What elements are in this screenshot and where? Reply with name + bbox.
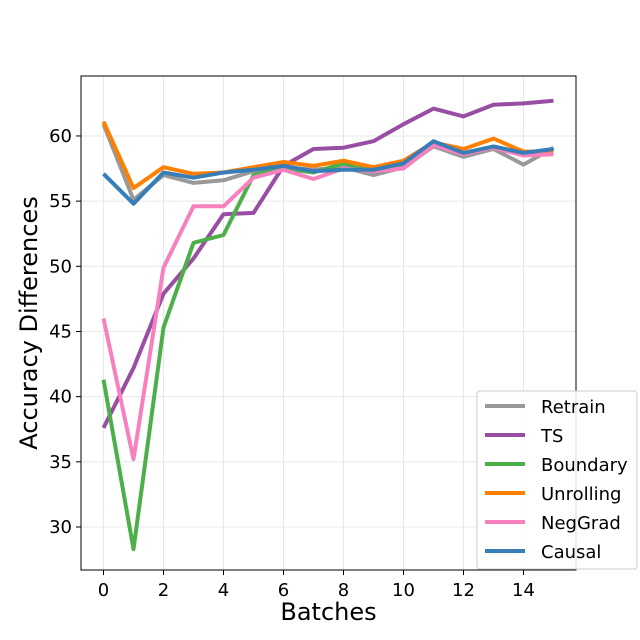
x-tick-label: 0 [98,580,109,601]
legend-label: Unrolling [541,484,621,505]
x-tick-label: 2 [158,580,169,601]
y-tick-label: 30 [49,517,72,538]
y-axis-label: Accuracy Differences [15,196,43,449]
y-tick-label: 40 [49,387,72,408]
plot-area-frame [80,75,577,571]
legend-label: Causal [541,542,601,563]
y-tick-label: 35 [49,452,72,473]
legend-label: Retrain [541,397,606,418]
series-line-unrolling [101,120,554,191]
y-tick-label: 55 [49,191,72,212]
x-tick-label: 12 [452,580,475,601]
x-axis-label: Batches [280,598,376,626]
x-tick-label: 6 [278,580,289,601]
series-line-ts [101,98,554,429]
legend: Retrain TS Boundary Unrolling NegGrad Causal [476,390,638,570]
y-tick-label: 50 [49,256,72,277]
x-tick-label: 14 [512,580,535,601]
y-tick-label: 45 [49,321,72,342]
x-tick-label: 4 [218,580,229,601]
axis-ticks: 0 2 4 6 8 10 12 14 30 35 40 45 50 55 60 [49,126,535,601]
x-tick-label: 10 [392,580,415,601]
x-tick-label: 8 [338,580,349,601]
legend-label: NegGrad [541,513,621,534]
series-lines [101,98,555,552]
legend-label: Boundary [541,455,628,476]
y-tick-label: 60 [49,126,72,147]
series-line-causal [102,139,554,206]
legend-label: TS [540,426,563,447]
